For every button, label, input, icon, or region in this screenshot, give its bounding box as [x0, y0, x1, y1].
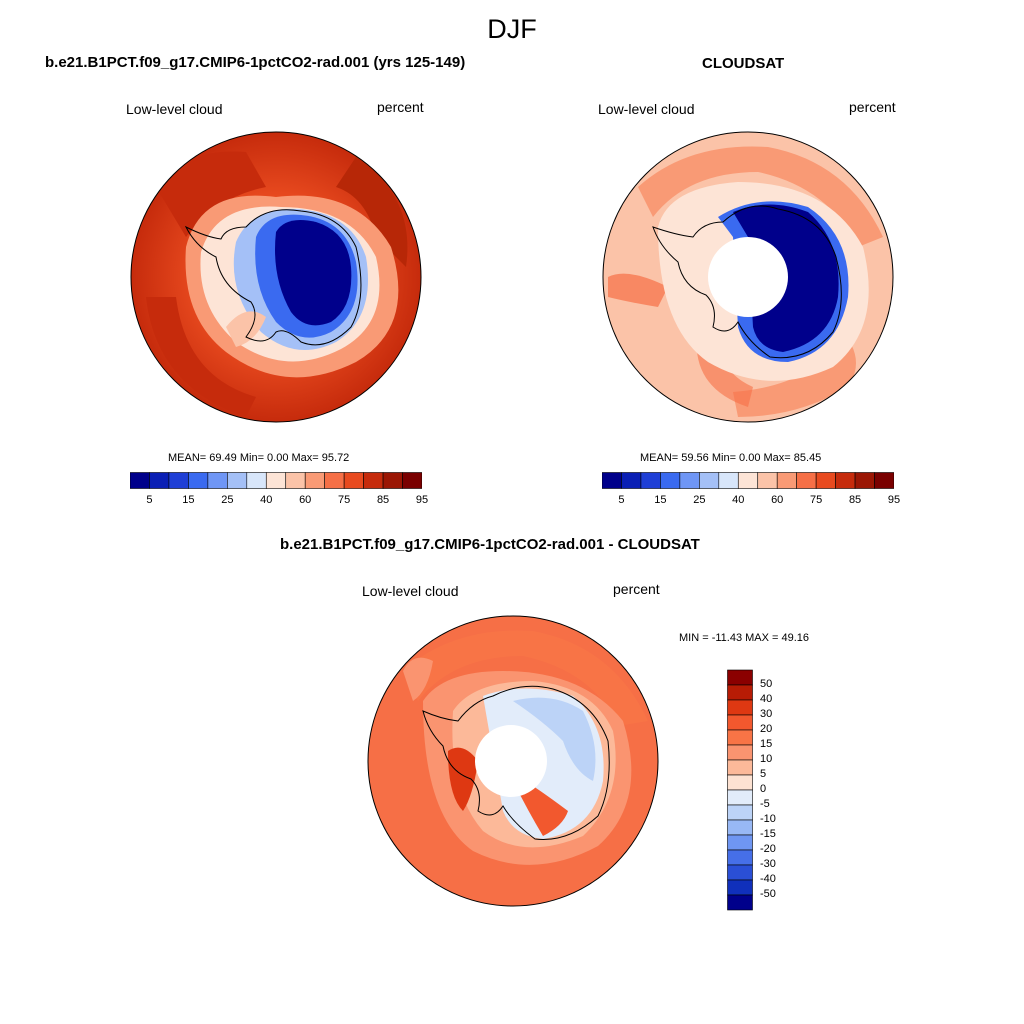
colorbar-swatch: [727, 729, 753, 746]
colorbar-swatch: [727, 744, 753, 761]
panel-3-title: b.e21.B1PCT.f09_g17.CMIP6-1pctCO2-rad.00…: [280, 536, 700, 553]
colorbar-swatch: [149, 472, 170, 489]
panel-1-stats: MEAN= 69.49 Min= 0.00 Max= 95.72: [168, 452, 350, 464]
colorbar-tick-label: 15: [182, 494, 195, 506]
colorbar-swatch: [727, 834, 753, 851]
colorbar-tick-label: -15: [760, 828, 776, 840]
panel-1-variable-label: Low-level cloud: [126, 101, 223, 117]
colorbar-swatch: [718, 472, 739, 489]
colorbar-swatch: [265, 472, 287, 489]
colorbar-swatch: [382, 472, 403, 489]
colorbar-tick-label: 20: [760, 723, 773, 735]
colorbar-swatch: [660, 472, 681, 489]
panel-3-units-label: percent: [613, 581, 660, 597]
colorbar-swatch: [757, 472, 778, 489]
panel-3-polar-map: [367, 615, 659, 907]
colorbar-tick-label: 25: [221, 494, 234, 506]
colorbar-tick-label: 5: [618, 494, 625, 506]
colorbar-swatch: [227, 472, 248, 489]
colorbar-swatch: [246, 472, 267, 489]
colorbar-tick-label: 40: [260, 494, 273, 506]
colorbar-tick-label: 60: [299, 494, 312, 506]
colorbar-tick-label: 10: [760, 753, 773, 765]
panel-1-units-label: percent: [377, 99, 424, 115]
colorbar-tick-label: 30: [760, 708, 773, 720]
colorbar-swatch: [188, 472, 209, 489]
colorbar-swatch: [602, 472, 622, 489]
colorbar-tick-label: 15: [654, 494, 667, 506]
colorbar-swatch: [363, 472, 384, 489]
colorbar-swatch: [727, 804, 753, 821]
colorbar-swatch: [727, 684, 753, 701]
colorbar-swatch: [679, 472, 700, 489]
colorbar-swatch: [835, 472, 856, 489]
colorbar-swatch: [776, 472, 797, 489]
colorbar-swatch: [324, 472, 345, 489]
colorbar-swatch: [854, 472, 875, 489]
colorbar-swatch: [727, 699, 753, 716]
colorbar-tick-label: 85: [376, 494, 390, 506]
colorbar-swatch: [727, 819, 753, 836]
colorbar-tick-label: -50: [760, 888, 776, 900]
colorbar-swatch: [727, 879, 753, 896]
colorbar-swatch: [285, 472, 306, 489]
colorbar-tick-label: -10: [760, 813, 776, 825]
panel-3-colorbar: [727, 669, 753, 911]
colorbar-swatch: [640, 472, 661, 489]
colorbar-tick-label: -5: [760, 798, 770, 810]
colorbar-tick-label: 50: [760, 678, 773, 690]
panel-3-stats: MIN = -11.43 MAX = 49.16: [679, 632, 810, 644]
panel-2-stats: MEAN= 59.56 Min= 0.00 Max= 85.45: [640, 452, 822, 464]
colorbar-tick-label: 85: [848, 494, 862, 506]
colorbar-swatch: [727, 789, 753, 806]
colorbar-swatch: [727, 864, 753, 881]
panel-3-variable-label: Low-level cloud: [362, 583, 459, 599]
colorbar-tick-label: 5: [146, 494, 153, 506]
colorbar-swatch: [815, 472, 836, 489]
colorbar-tick-label: 75: [338, 494, 351, 506]
colorbar-swatch: [727, 849, 753, 866]
colorbar-swatch: [727, 774, 753, 791]
panel-2-units-label: percent: [849, 99, 896, 115]
panel-1-colorbar: [130, 472, 422, 489]
colorbar-tick-label: 5: [760, 768, 767, 780]
colorbar-swatch: [207, 472, 228, 489]
colorbar-tick-label: 95: [415, 494, 429, 506]
colorbar-tick-label: 95: [887, 494, 901, 506]
colorbar-swatch: [727, 714, 753, 731]
panel-1-title: b.e21.B1PCT.f09_g17.CMIP6-1pctCO2-rad.00…: [45, 54, 466, 71]
colorbar-swatch: [304, 472, 325, 489]
figure-title: DJF: [487, 14, 537, 44]
colorbar-swatch: [727, 894, 753, 911]
colorbar-tick-label: -40: [760, 873, 776, 885]
colorbar-tick-label: 75: [810, 494, 823, 506]
colorbar-swatch: [168, 472, 189, 489]
colorbar-swatch: [796, 472, 817, 489]
colorbar-tick-label: 15: [760, 738, 773, 750]
colorbar-swatch: [699, 472, 720, 489]
colorbar-swatch: [727, 669, 753, 686]
colorbar-tick-label: 25: [693, 494, 706, 506]
panel-1-polar-map: [130, 131, 422, 423]
colorbar-swatch: [737, 472, 759, 489]
colorbar-swatch: [130, 472, 150, 489]
colorbar-tick-label: -20: [760, 843, 776, 855]
colorbar-tick-label: 60: [771, 494, 784, 506]
panel-2-title: CLOUDSAT: [702, 55, 785, 72]
colorbar-swatch: [402, 472, 422, 489]
panel-2-polar-map: [602, 131, 894, 423]
colorbar-swatch: [874, 472, 894, 489]
colorbar-tick-label: 0: [760, 783, 767, 795]
colorbar-swatch: [727, 759, 753, 776]
panel-2-colorbar: [602, 472, 894, 489]
colorbar-swatch: [343, 472, 364, 489]
colorbar-tick-label: 40: [760, 693, 773, 705]
colorbar-swatch: [621, 472, 642, 489]
colorbar-tick-label: 40: [732, 494, 745, 506]
colorbar-tick-label: -30: [760, 858, 776, 870]
panel-2-variable-label: Low-level cloud: [598, 101, 695, 117]
